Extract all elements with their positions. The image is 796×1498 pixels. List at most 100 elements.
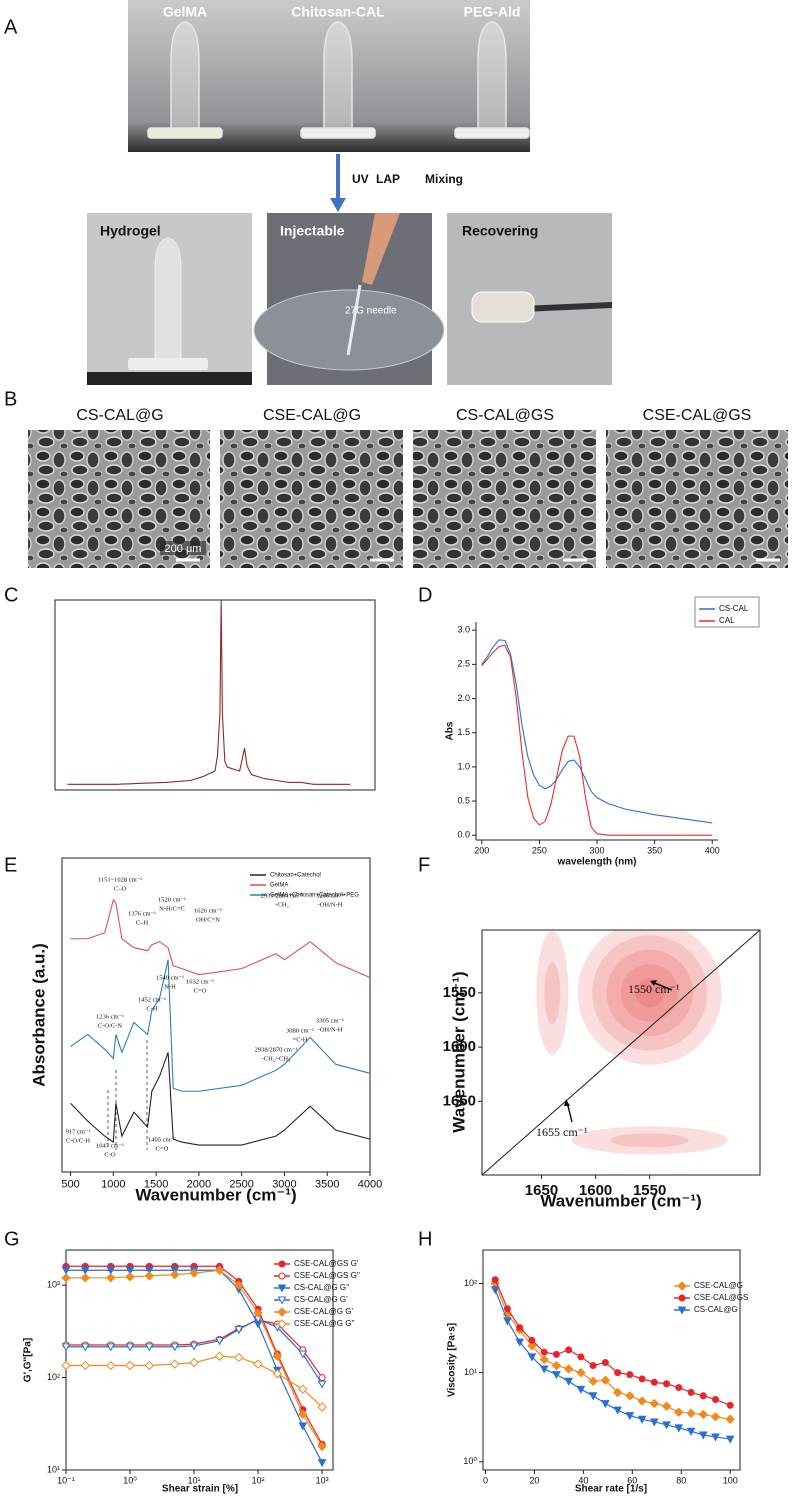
panel-label: G — [4, 1228, 20, 1250]
data-point — [539, 1354, 549, 1365]
y-axis-label: Viscosity [Pa·s] — [447, 1323, 458, 1397]
data-point — [686, 1427, 696, 1436]
data-point — [527, 1341, 537, 1351]
contour-level — [610, 1133, 689, 1148]
data-point — [515, 1338, 525, 1347]
data-point — [710, 1412, 721, 1422]
annotation: 1151~1028 cm⁻¹ — [98, 876, 142, 883]
data-point — [661, 1401, 672, 1411]
diagonal — [481, 929, 761, 1176]
tube — [170, 21, 200, 133]
contours — [536, 930, 728, 1155]
data-point — [674, 1424, 684, 1433]
x-tick-label: 1650 — [525, 1182, 558, 1199]
annotation: 1452 cm⁻¹ — [138, 996, 166, 1003]
x-tick-label: 10³ — [316, 1476, 329, 1486]
data-point — [551, 1360, 562, 1371]
x-tick-label: 1500 — [144, 1179, 168, 1191]
contour-level — [635, 978, 665, 1008]
legend-label: CSE-CAL@G G'' — [294, 1319, 355, 1328]
data-point — [725, 1435, 735, 1444]
data-point — [272, 1351, 283, 1361]
state-label: Hydrogel — [100, 223, 161, 239]
annotation: 1632 cm⁻¹ — [186, 978, 214, 985]
annotation: 917 cm⁻¹ — [66, 1128, 91, 1135]
scale-bg — [160, 541, 206, 555]
annotation: 3266 cm⁻¹ — [316, 892, 344, 899]
sem-image — [413, 430, 596, 568]
legend-marker — [277, 1284, 287, 1293]
series-line — [70, 959, 371, 1092]
data-point — [491, 1276, 499, 1284]
legend-marker — [277, 1307, 287, 1317]
sample-label: CSE-CAL@GS — [643, 407, 752, 424]
data-point — [563, 1364, 574, 1374]
data-point — [588, 1376, 598, 1386]
table — [87, 372, 252, 385]
x-tick-label: 3000 — [272, 1179, 296, 1191]
data-point — [726, 1401, 734, 1409]
state-label: Recovering — [462, 223, 538, 239]
annotation: C–H — [136, 919, 149, 926]
tube-base — [454, 127, 530, 139]
y-tick-label: 10² — [47, 1372, 60, 1382]
x-tick-label: 4000 — [358, 1179, 382, 1191]
data-point — [298, 1350, 308, 1359]
sem-image — [606, 430, 788, 568]
step-label: UV — [352, 172, 369, 186]
data-point — [698, 1409, 708, 1420]
data-point — [650, 1378, 658, 1386]
data-point — [125, 1272, 135, 1282]
data-point — [577, 1353, 585, 1361]
annotation: =C-H — [293, 1036, 308, 1043]
annotation: C=O — [194, 987, 207, 994]
x-tick-label: 400 — [705, 846, 720, 856]
contour-level — [620, 964, 679, 1022]
data-point — [614, 1369, 622, 1377]
annotation: 3305 cm⁻¹ — [316, 1017, 344, 1024]
y-axis-label: G',G''[Pa] — [23, 1338, 34, 1382]
contour-level — [606, 949, 693, 1037]
arrow-head — [564, 1099, 570, 1106]
annotation: -CH₂ — [275, 901, 288, 908]
data-point — [61, 1360, 71, 1371]
data-point — [686, 1408, 696, 1419]
data-point — [106, 1360, 116, 1371]
data-point — [565, 1346, 573, 1354]
series-line — [66, 1318, 323, 1385]
legend-label: CS-CAL@G G' — [294, 1295, 348, 1304]
data-point — [106, 1266, 116, 1275]
guide-lines — [107, 1040, 148, 1150]
step-label: LAP — [376, 172, 400, 186]
x-axis-label: Shear rate [1/s] — [575, 1484, 647, 1495]
legend-marker — [678, 1294, 686, 1302]
x-tick-label: 20 — [529, 1476, 539, 1486]
data-point — [317, 1380, 327, 1389]
series-line — [481, 644, 713, 836]
annotation: C–O — [114, 885, 127, 892]
plot-frame — [61, 857, 371, 1173]
data-point — [170, 1343, 180, 1352]
annotation: -CH₂/-CH₃ — [262, 1055, 291, 1062]
legend-label: GelMA+Chitosan+Catechol+PEG — [270, 893, 359, 899]
data-point — [253, 1359, 263, 1369]
contour-level — [536, 930, 569, 1055]
contour-level — [544, 961, 561, 1024]
legend-marker — [677, 1306, 687, 1315]
data-point — [80, 1360, 90, 1371]
data-point — [214, 1265, 225, 1275]
panel-label: F — [418, 854, 430, 876]
series-line — [70, 898, 371, 979]
tube — [323, 21, 353, 133]
x-tick-label: 10⁰ — [123, 1476, 137, 1486]
legend-label: CAL — [719, 616, 735, 625]
x-tick-label: 60 — [627, 1476, 637, 1486]
scale-label: 200 μm — [165, 543, 202, 555]
arrow-head — [650, 980, 657, 986]
x-tick-label: 100 — [723, 1476, 738, 1486]
data-point — [106, 1343, 116, 1352]
annotation: 1236 cm⁻¹ — [96, 1013, 124, 1020]
dish — [253, 289, 445, 371]
